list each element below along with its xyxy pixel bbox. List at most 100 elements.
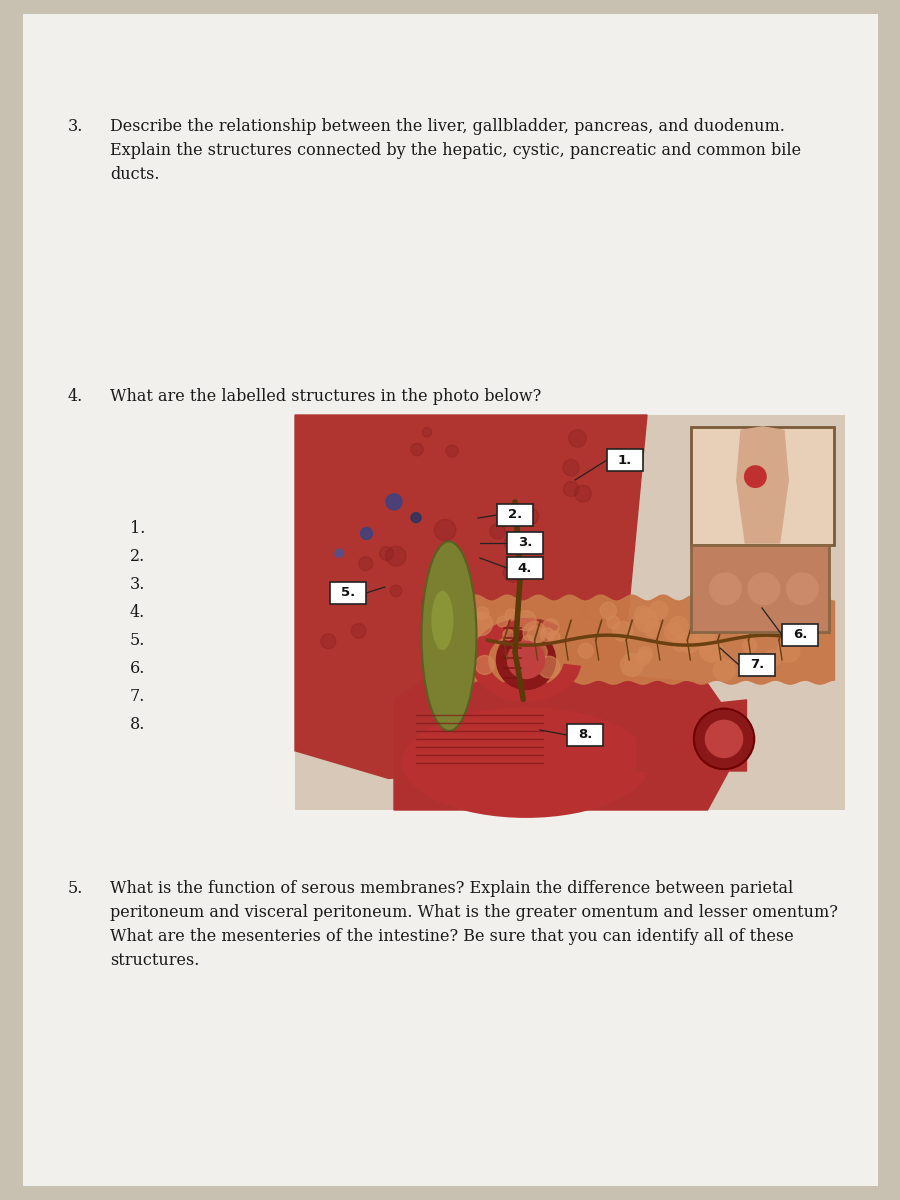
Circle shape bbox=[607, 616, 619, 629]
Circle shape bbox=[386, 494, 402, 510]
Bar bbox=[295, 415, 845, 810]
Circle shape bbox=[778, 640, 800, 662]
Circle shape bbox=[664, 623, 682, 641]
Text: ducts.: ducts. bbox=[110, 166, 159, 182]
FancyBboxPatch shape bbox=[507, 557, 543, 578]
Circle shape bbox=[650, 601, 668, 619]
Circle shape bbox=[672, 636, 688, 652]
Circle shape bbox=[701, 642, 721, 662]
Circle shape bbox=[747, 572, 780, 605]
Circle shape bbox=[694, 628, 716, 649]
Circle shape bbox=[705, 720, 743, 758]
Text: 1.: 1. bbox=[130, 520, 146, 538]
FancyBboxPatch shape bbox=[567, 724, 603, 746]
Circle shape bbox=[422, 594, 438, 611]
Circle shape bbox=[569, 430, 586, 448]
Bar bbox=[691, 545, 829, 632]
Text: 2.: 2. bbox=[508, 509, 522, 522]
Circle shape bbox=[469, 612, 492, 636]
Circle shape bbox=[744, 466, 767, 488]
Circle shape bbox=[496, 630, 556, 690]
Circle shape bbox=[764, 650, 780, 667]
Text: 4.: 4. bbox=[68, 388, 83, 404]
Circle shape bbox=[714, 659, 735, 680]
Text: Describe the relationship between the liver, gallbladder, pancreas, and duodenum: Describe the relationship between the li… bbox=[110, 118, 785, 134]
Circle shape bbox=[600, 602, 617, 619]
FancyBboxPatch shape bbox=[739, 654, 775, 676]
Circle shape bbox=[490, 523, 505, 539]
Circle shape bbox=[695, 629, 713, 648]
Circle shape bbox=[422, 427, 432, 437]
FancyBboxPatch shape bbox=[330, 582, 366, 604]
Circle shape bbox=[410, 443, 423, 456]
Text: 5.: 5. bbox=[341, 587, 356, 600]
Circle shape bbox=[380, 546, 393, 560]
Text: 2.: 2. bbox=[130, 548, 145, 565]
Polygon shape bbox=[394, 660, 746, 810]
Circle shape bbox=[543, 619, 559, 635]
Circle shape bbox=[476, 607, 489, 619]
Circle shape bbox=[709, 572, 742, 605]
Text: 6.: 6. bbox=[130, 660, 146, 677]
Polygon shape bbox=[737, 427, 788, 542]
Circle shape bbox=[638, 647, 652, 660]
Circle shape bbox=[435, 520, 456, 541]
Circle shape bbox=[516, 611, 536, 631]
Ellipse shape bbox=[402, 707, 650, 818]
Circle shape bbox=[390, 586, 402, 596]
Circle shape bbox=[577, 674, 598, 696]
Text: Explain the structures connected by the hepatic, cystic, pancreatic and common b: Explain the structures connected by the … bbox=[110, 142, 801, 158]
Text: 3.: 3. bbox=[130, 576, 146, 593]
Text: What are the labelled structures in the photo below?: What are the labelled structures in the … bbox=[110, 388, 541, 404]
Text: 3.: 3. bbox=[518, 536, 532, 550]
FancyBboxPatch shape bbox=[497, 504, 533, 526]
Circle shape bbox=[699, 638, 722, 661]
Text: 1.: 1. bbox=[618, 454, 632, 467]
FancyBboxPatch shape bbox=[607, 449, 643, 470]
Circle shape bbox=[694, 709, 754, 769]
Circle shape bbox=[680, 632, 699, 653]
Circle shape bbox=[521, 508, 538, 524]
Polygon shape bbox=[471, 619, 580, 701]
Polygon shape bbox=[295, 415, 647, 779]
Circle shape bbox=[411, 512, 421, 523]
Circle shape bbox=[562, 460, 580, 475]
Circle shape bbox=[540, 628, 554, 642]
Circle shape bbox=[503, 563, 522, 582]
Circle shape bbox=[359, 557, 373, 570]
Circle shape bbox=[361, 528, 373, 540]
Text: 3.: 3. bbox=[68, 118, 84, 134]
Circle shape bbox=[739, 626, 751, 638]
Circle shape bbox=[669, 617, 689, 636]
Circle shape bbox=[503, 629, 514, 640]
Text: What is the function of serous membranes? Explain the difference between parieta: What is the function of serous membranes… bbox=[110, 880, 793, 898]
Circle shape bbox=[574, 485, 591, 502]
Text: 8.: 8. bbox=[130, 716, 146, 733]
Circle shape bbox=[621, 654, 644, 677]
Circle shape bbox=[446, 445, 458, 457]
Circle shape bbox=[538, 656, 560, 678]
Circle shape bbox=[634, 606, 652, 623]
Circle shape bbox=[475, 655, 494, 674]
Text: 4.: 4. bbox=[130, 604, 145, 622]
Ellipse shape bbox=[431, 590, 454, 650]
Circle shape bbox=[386, 546, 406, 566]
Text: structures.: structures. bbox=[110, 952, 200, 970]
FancyBboxPatch shape bbox=[782, 624, 818, 646]
Circle shape bbox=[742, 638, 757, 653]
Circle shape bbox=[634, 608, 658, 632]
Ellipse shape bbox=[421, 541, 476, 731]
Circle shape bbox=[528, 643, 547, 662]
Circle shape bbox=[522, 636, 534, 647]
Circle shape bbox=[580, 611, 589, 619]
Circle shape bbox=[579, 643, 593, 658]
Circle shape bbox=[441, 604, 462, 625]
Circle shape bbox=[688, 630, 699, 642]
Circle shape bbox=[438, 653, 449, 662]
Text: peritoneum and visceral peritoneum. What is the greater omentum and lesser oment: peritoneum and visceral peritoneum. What… bbox=[110, 904, 838, 922]
Circle shape bbox=[547, 631, 560, 643]
Circle shape bbox=[320, 634, 336, 649]
Text: What are the mesenteries of the intestine? Be sure that you can identify all of : What are the mesenteries of the intestin… bbox=[110, 928, 794, 946]
Circle shape bbox=[517, 604, 533, 619]
Text: 6.: 6. bbox=[793, 629, 807, 642]
